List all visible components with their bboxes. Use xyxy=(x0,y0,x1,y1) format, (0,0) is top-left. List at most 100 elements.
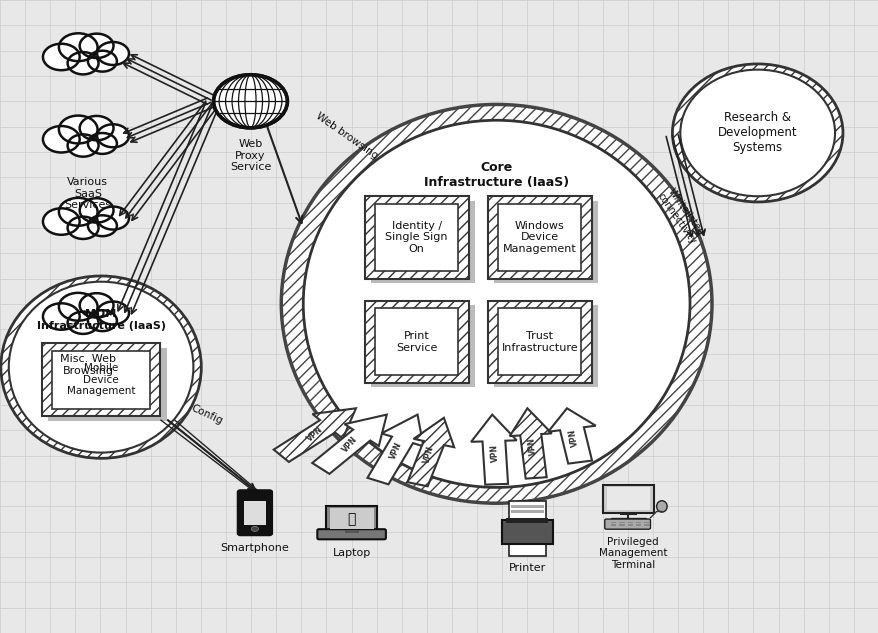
Bar xyxy=(508,501,545,520)
Polygon shape xyxy=(471,415,516,485)
FancyBboxPatch shape xyxy=(375,308,457,375)
Circle shape xyxy=(80,116,113,141)
Text: Research &
Development
Systems: Research & Development Systems xyxy=(717,111,796,154)
Text: VPN: VPN xyxy=(422,444,435,464)
Text: Privileged
Management
Terminal: Privileged Management Terminal xyxy=(598,537,666,570)
Bar xyxy=(627,524,632,526)
Bar xyxy=(610,524,615,526)
Text: VPN: VPN xyxy=(387,441,403,461)
Text: 🔒: 🔒 xyxy=(347,512,356,526)
Bar xyxy=(510,505,543,508)
Text: Mobile
Device
Management: Mobile Device Management xyxy=(67,363,135,396)
Circle shape xyxy=(59,116,97,144)
Bar xyxy=(506,518,548,523)
Bar xyxy=(344,530,358,533)
Text: VPN: VPN xyxy=(567,428,579,448)
Circle shape xyxy=(59,34,97,61)
Bar xyxy=(243,501,265,525)
Text: Web
Proxy
Service: Web Proxy Service xyxy=(229,139,271,172)
FancyBboxPatch shape xyxy=(237,490,271,536)
Bar xyxy=(635,524,640,526)
FancyBboxPatch shape xyxy=(48,348,167,420)
Circle shape xyxy=(43,44,80,70)
Circle shape xyxy=(43,126,80,153)
FancyBboxPatch shape xyxy=(371,305,474,387)
Polygon shape xyxy=(273,408,356,462)
Text: Misc. Web
Browsing: Misc. Web Browsing xyxy=(60,354,116,376)
Circle shape xyxy=(80,198,113,223)
Circle shape xyxy=(251,527,258,532)
Circle shape xyxy=(68,216,98,239)
Text: Windows
Device
Management: Windows Device Management xyxy=(502,221,576,254)
Circle shape xyxy=(43,303,80,330)
Circle shape xyxy=(68,311,98,334)
Text: Web browsing: Web browsing xyxy=(314,111,379,161)
FancyBboxPatch shape xyxy=(487,196,591,279)
Circle shape xyxy=(88,51,117,72)
Bar xyxy=(627,522,632,523)
FancyBboxPatch shape xyxy=(498,308,580,375)
Bar xyxy=(510,510,543,513)
FancyBboxPatch shape xyxy=(604,519,650,529)
Bar xyxy=(610,522,615,523)
Text: Trust
Infrastructure: Trust Infrastructure xyxy=(500,331,578,353)
Bar xyxy=(610,518,645,521)
Text: Smartphone: Smartphone xyxy=(220,542,289,553)
FancyBboxPatch shape xyxy=(602,485,653,513)
Circle shape xyxy=(80,293,113,318)
Bar xyxy=(619,522,624,523)
Bar xyxy=(619,524,624,526)
Circle shape xyxy=(88,310,117,331)
Polygon shape xyxy=(548,408,595,463)
Ellipse shape xyxy=(281,104,711,503)
Polygon shape xyxy=(312,415,386,474)
Circle shape xyxy=(88,215,117,236)
Circle shape xyxy=(43,208,80,235)
Text: Whitelisted
connectivity: Whitelisted connectivity xyxy=(654,184,707,246)
Circle shape xyxy=(68,134,98,157)
Circle shape xyxy=(97,206,129,230)
Text: VPN: VPN xyxy=(305,425,324,444)
Circle shape xyxy=(213,75,287,128)
FancyBboxPatch shape xyxy=(317,529,385,539)
Ellipse shape xyxy=(9,282,193,453)
Text: VPN: VPN xyxy=(341,434,359,454)
FancyBboxPatch shape xyxy=(487,301,591,383)
Bar xyxy=(644,524,649,526)
Text: Identity /
Single Sign
On: Identity / Single Sign On xyxy=(385,221,448,254)
Text: VPN: VPN xyxy=(526,437,537,456)
FancyBboxPatch shape xyxy=(364,196,468,279)
Bar xyxy=(635,522,640,523)
Ellipse shape xyxy=(672,64,842,202)
Ellipse shape xyxy=(303,120,689,487)
Text: Printer: Printer xyxy=(508,563,545,573)
Bar xyxy=(508,542,545,556)
Polygon shape xyxy=(509,408,551,479)
Polygon shape xyxy=(407,418,454,486)
Ellipse shape xyxy=(1,276,201,458)
Circle shape xyxy=(97,301,129,325)
FancyBboxPatch shape xyxy=(493,305,597,387)
Circle shape xyxy=(97,124,129,147)
Text: VPN: VPN xyxy=(489,444,499,462)
FancyBboxPatch shape xyxy=(493,201,597,283)
FancyBboxPatch shape xyxy=(371,201,474,283)
FancyBboxPatch shape xyxy=(42,343,160,417)
FancyBboxPatch shape xyxy=(53,351,149,409)
Text: Laptop: Laptop xyxy=(332,548,371,558)
FancyBboxPatch shape xyxy=(498,204,580,271)
Circle shape xyxy=(59,198,97,226)
FancyBboxPatch shape xyxy=(364,301,468,383)
Circle shape xyxy=(68,52,98,75)
Circle shape xyxy=(97,42,129,65)
Ellipse shape xyxy=(656,501,666,512)
Circle shape xyxy=(59,293,97,321)
Text: Config: Config xyxy=(189,403,224,426)
Bar xyxy=(644,522,649,523)
FancyBboxPatch shape xyxy=(375,204,457,271)
Circle shape xyxy=(88,133,117,154)
Text: Core
Infrastructure (IaaS): Core Infrastructure (IaaS) xyxy=(423,161,569,189)
Text: Various
SaaS
Services: Various SaaS Services xyxy=(64,177,112,210)
Text: Print
Service: Print Service xyxy=(395,331,437,353)
Bar xyxy=(607,487,649,510)
